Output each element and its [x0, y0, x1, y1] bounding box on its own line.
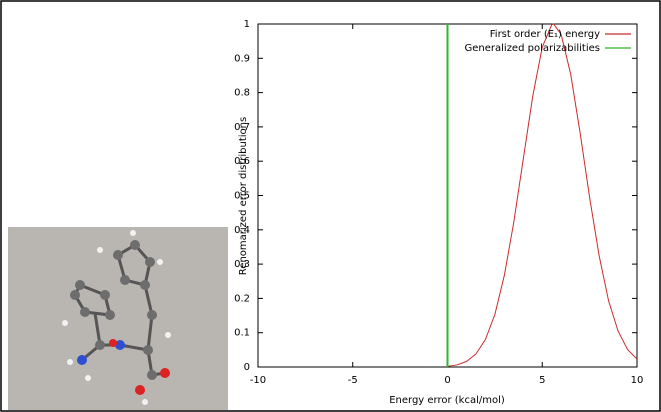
y-tick-label: 0.8: [234, 88, 250, 99]
x-tick-label: 10: [631, 375, 644, 386]
chart: Energy error (kcal/mol) Renomarized erro…: [0, 0, 661, 412]
y-tick-label: 0: [244, 362, 250, 373]
y-tick-label: 0.7: [234, 122, 250, 133]
y-tick-label: 1: [244, 19, 250, 30]
x-tick-label: 5: [539, 375, 545, 386]
y-tick-label: 0.5: [234, 191, 250, 202]
y-tick-label: 0.2: [234, 293, 250, 304]
screenshot: Energy error (kcal/mol) Renomarized erro…: [0, 0, 661, 412]
y-tick-label: 0.6: [234, 156, 250, 167]
y-tick-label: 0.9: [234, 53, 250, 64]
y-tick-label: 0.1: [234, 328, 250, 339]
molecule-image: [8, 227, 228, 410]
x-tick-label: -5: [348, 375, 358, 386]
x-axis-label: Energy error (kcal/mol): [389, 395, 505, 406]
legend-label: Generalized polarizabilities: [465, 43, 601, 54]
x-tick-label: 0: [444, 375, 450, 386]
x-tick-label: -10: [250, 375, 266, 386]
legend-label: First order (E₁) energy: [490, 29, 600, 40]
y-tick-label: 0.3: [234, 259, 250, 270]
y-tick-label: 0.4: [234, 225, 250, 236]
